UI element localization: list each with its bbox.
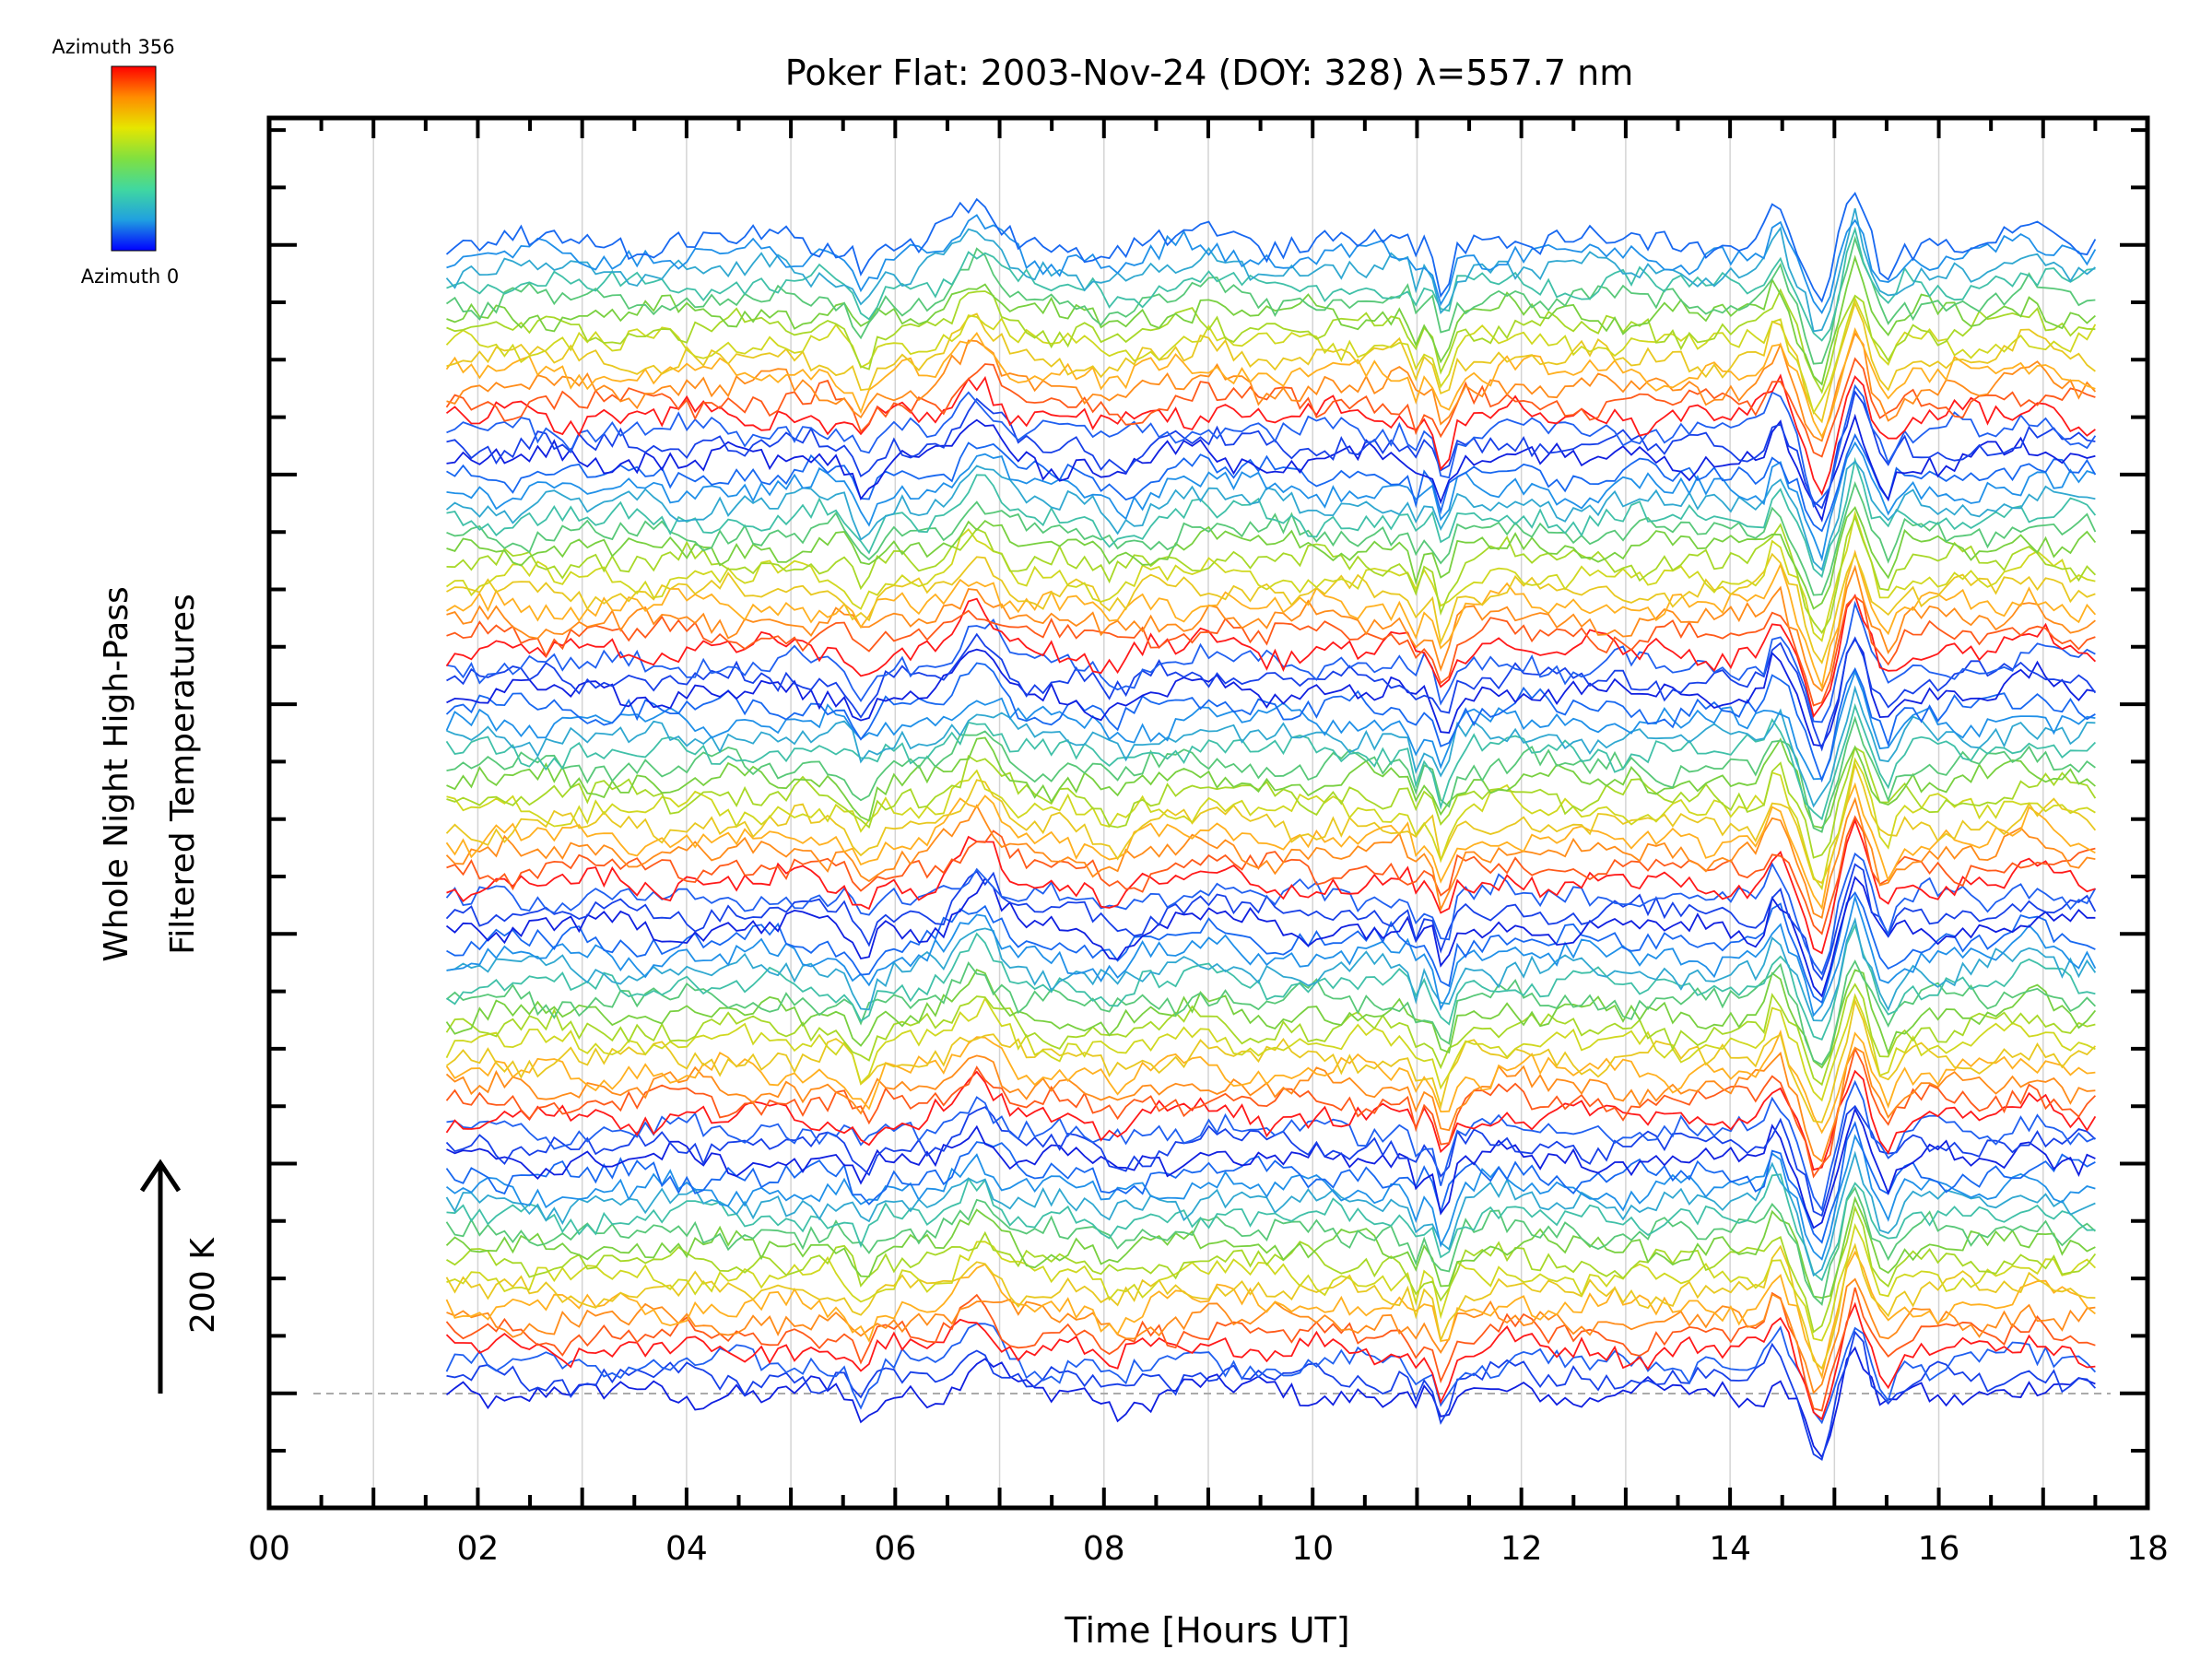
series-line xyxy=(445,235,2096,365)
series-line xyxy=(445,191,2097,303)
series-line xyxy=(446,1330,2097,1462)
y-axis-label-line1: Whole Night High-Pass xyxy=(98,586,135,962)
series-line xyxy=(446,818,2096,955)
series-line xyxy=(446,894,2097,1018)
series-line xyxy=(445,594,2097,719)
x-tick-label: 00 xyxy=(248,1530,290,1568)
x-tick-label: 02 xyxy=(457,1530,500,1568)
series-line xyxy=(445,702,2097,821)
series-line xyxy=(445,1029,2096,1135)
x-tick-label: 06 xyxy=(874,1530,916,1568)
series-line xyxy=(446,916,2097,1022)
series-line xyxy=(446,456,2097,579)
series-line xyxy=(445,1346,2096,1459)
series-line xyxy=(445,852,2097,976)
series-line xyxy=(445,959,2097,1066)
colorbar-bottom-label: Azimuth 0 xyxy=(81,265,180,288)
series-line xyxy=(445,782,2096,911)
series-line xyxy=(445,460,2096,571)
series-line xyxy=(446,595,2096,707)
series-line xyxy=(446,632,2097,752)
series-line xyxy=(445,357,2096,458)
series-line xyxy=(446,413,2096,523)
y-axis-label-line2: Filtered Temperatures xyxy=(164,594,202,955)
series-line xyxy=(446,214,2097,315)
x-tick-label: 10 xyxy=(1291,1530,1334,1568)
series-line xyxy=(445,1150,2096,1277)
series-line xyxy=(446,600,2096,724)
series-line xyxy=(445,993,2096,1102)
series-line xyxy=(445,982,2096,1087)
x-tick-label: 14 xyxy=(1709,1530,1751,1568)
series-line xyxy=(446,1222,2097,1342)
series-line xyxy=(445,876,2096,998)
series-line xyxy=(446,757,2096,891)
series-line xyxy=(446,331,2097,442)
series-line xyxy=(445,1323,2097,1425)
series-line xyxy=(445,923,2096,1041)
series-line xyxy=(446,390,2096,510)
series-line xyxy=(446,441,2096,562)
series-line xyxy=(446,300,2096,424)
series-line xyxy=(445,1120,2096,1244)
colorbar-top-label: Azimuth 356 xyxy=(52,36,174,58)
series-line xyxy=(446,736,2096,830)
series-line xyxy=(446,815,2096,935)
series-line xyxy=(445,1250,2096,1380)
x-tick-label: 18 xyxy=(2126,1530,2169,1568)
series-line xyxy=(445,373,2096,496)
series-line xyxy=(445,1195,2096,1300)
colorbar xyxy=(111,65,157,252)
series-line xyxy=(445,761,2097,885)
x-tick-label: 12 xyxy=(1500,1530,1543,1568)
x-tick-label: 08 xyxy=(1083,1530,1125,1568)
series-line xyxy=(446,226,2096,342)
chart-title: Poker Flat: 2003-Nov-24 (DOY: 328) λ=557… xyxy=(785,53,1633,93)
series-line xyxy=(446,552,2096,665)
axis-ticks xyxy=(267,118,2149,1508)
series-line xyxy=(445,669,2096,781)
series-line xyxy=(446,433,2097,533)
series-line xyxy=(445,1134,2096,1261)
series-line xyxy=(445,1287,2096,1412)
series-line xyxy=(445,1046,2096,1163)
series-line xyxy=(446,549,2097,690)
series-line xyxy=(446,505,2097,610)
x-tick-label: 04 xyxy=(665,1530,708,1568)
series-line xyxy=(446,564,2096,692)
series-line xyxy=(445,1186,2097,1306)
series-line xyxy=(446,481,2097,596)
x-axis-label: Time [Hours UT] xyxy=(1064,1610,1349,1651)
scale-arrow xyxy=(139,1159,182,1394)
series-line xyxy=(445,327,2096,439)
series-line xyxy=(446,1107,2096,1230)
series-line xyxy=(446,1205,2097,1334)
series-line xyxy=(445,207,2096,333)
series-line xyxy=(446,746,2097,859)
series-line xyxy=(446,890,2096,1005)
series-line xyxy=(445,1242,2096,1371)
x-tick-labels: 00 02 04 06 08 10 12 14 16 18 xyxy=(248,1530,2169,1568)
series-line xyxy=(446,383,2097,508)
series-line xyxy=(445,1301,2096,1421)
series-line xyxy=(446,715,2096,833)
series-line xyxy=(445,296,2097,416)
series-line xyxy=(445,1046,2097,1179)
scale-bar-label: 200 K xyxy=(184,1237,222,1334)
series-line xyxy=(445,1069,2097,1171)
series-lines xyxy=(445,191,2097,1462)
series-line xyxy=(445,969,2097,1069)
series-line xyxy=(445,1104,2097,1218)
series-line xyxy=(445,796,2096,920)
series-line xyxy=(446,288,2096,394)
series-line xyxy=(445,510,2096,642)
x-tick-label: 16 xyxy=(1918,1530,1960,1568)
series-line xyxy=(446,685,2096,808)
